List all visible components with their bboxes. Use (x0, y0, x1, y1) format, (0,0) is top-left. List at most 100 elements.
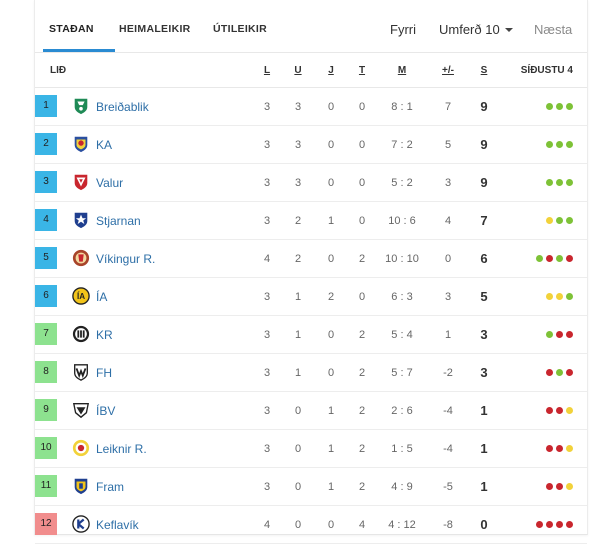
goal-diff-value: 1 (444, 329, 452, 341)
table-row: 9 ÍBV 3 0 1 2 2 : 6 -4 1 (35, 392, 587, 430)
goals-value: 6 : 3 (391, 291, 413, 303)
team-name-link[interactable]: Keflavík (96, 518, 139, 532)
tab-away-games[interactable]: ÚTILEIKIR (213, 23, 268, 35)
form-win-dot (556, 255, 563, 262)
form-draw-dot (566, 483, 573, 490)
team-name-link[interactable]: KR (96, 328, 113, 342)
played-value: 3 (263, 481, 271, 493)
drawn-value: 0 (327, 101, 335, 113)
points-value: 1 (480, 441, 488, 456)
played-value: 3 (263, 405, 271, 417)
points-value: 0 (480, 517, 488, 532)
won-value: 3 (294, 139, 302, 151)
form-loss-dot (546, 521, 553, 528)
ia-crest-icon: ÍA (72, 287, 90, 305)
played-value: 3 (263, 443, 271, 455)
form-loss-dot (566, 255, 573, 262)
team-name-link[interactable]: Stjarnan (96, 214, 141, 228)
played-value: 3 (263, 329, 271, 341)
form-loss-dot (546, 369, 553, 376)
col-form: SÍÐUSTU 4 (520, 65, 573, 76)
goals-value: 10 : 6 (388, 215, 416, 227)
goals-value: 7 : 2 (391, 139, 413, 151)
next-round-button[interactable]: Næsta (534, 22, 573, 37)
col-points[interactable]: S (480, 65, 488, 76)
standings-card: STAÐAN HEIMALEIKIR ÚTILEIKIR Fyrri Umfer… (34, 0, 588, 544)
kr-crest-icon (72, 325, 90, 343)
team-name-link[interactable]: Valur (96, 176, 124, 190)
form-win-dot (566, 103, 573, 110)
drawn-value: 1 (327, 481, 335, 493)
col-drawn[interactable]: J (328, 65, 334, 76)
lost-value: 2 (358, 367, 366, 379)
position-badge: 4 (35, 209, 57, 231)
drawn-value: 0 (327, 519, 335, 531)
team-name-link[interactable]: Víkingur R. (96, 252, 156, 266)
recent-form (546, 483, 573, 491)
lost-value: 0 (358, 291, 366, 303)
col-diff[interactable]: +/- (442, 65, 454, 76)
lost-value: 2 (358, 405, 366, 417)
team-name-link[interactable]: KA (96, 138, 113, 152)
table-row: 8 FH 3 1 0 2 5 : 7 -2 3 (35, 354, 587, 392)
vikingur-crest-icon (72, 249, 90, 267)
lost-value: 2 (358, 253, 366, 265)
round-select[interactable]: Umferð 10 (439, 0, 513, 52)
points-value: 1 (480, 403, 488, 418)
col-won[interactable]: U (294, 65, 302, 76)
team-name-link[interactable]: FH (96, 366, 112, 380)
points-value: 9 (480, 175, 488, 190)
col-lost[interactable]: T (358, 65, 366, 76)
played-value: 3 (263, 101, 271, 113)
col-goals[interactable]: M (397, 65, 407, 76)
col-team: LIÐ (50, 65, 67, 76)
goals-value: 8 : 1 (391, 101, 413, 113)
team-name-link[interactable]: ÍBV (96, 404, 116, 418)
position-badge: 6 (35, 285, 57, 307)
goal-diff-value: 7 (444, 101, 452, 113)
goal-diff-value: -2 (443, 367, 453, 379)
form-win-dot (546, 331, 553, 338)
goal-diff-value: -4 (443, 405, 453, 417)
points-value: 7 (480, 213, 488, 228)
recent-form (546, 293, 573, 301)
won-value: 1 (294, 367, 302, 379)
points-value: 3 (480, 327, 488, 342)
goals-value: 4 : 9 (391, 481, 413, 493)
played-value: 3 (263, 367, 271, 379)
goal-diff-value: 4 (444, 215, 452, 227)
fh-crest-icon (72, 363, 90, 381)
col-played[interactable]: L (263, 65, 271, 76)
team-name-link[interactable]: Breiðablik (96, 100, 149, 114)
lost-value: 0 (358, 177, 366, 189)
form-loss-dot (556, 331, 563, 338)
lost-value: 4 (358, 519, 366, 531)
recent-form (546, 141, 573, 149)
form-loss-dot (536, 521, 543, 528)
won-value: 3 (294, 101, 302, 113)
goal-diff-value: -8 (443, 519, 453, 531)
form-win-dot (556, 217, 563, 224)
form-draw-dot (546, 217, 553, 224)
won-value: 1 (294, 329, 302, 341)
won-value: 1 (294, 291, 302, 303)
team-name-link[interactable]: Leiknir R. (96, 442, 147, 456)
drawn-value: 1 (327, 405, 335, 417)
ka-crest-icon (72, 135, 90, 153)
table-row: 3 Valur 3 3 0 0 5 : 2 3 9 (35, 164, 587, 202)
recent-form (546, 445, 573, 453)
table-row: 7 KR 3 1 0 2 5 : 4 1 3 (35, 316, 587, 354)
team-name-link[interactable]: ÍA (96, 290, 108, 304)
won-value: 2 (294, 253, 302, 265)
goals-value: 5 : 4 (391, 329, 413, 341)
ibv-crest-icon (72, 401, 90, 419)
team-name-link[interactable]: Fram (96, 480, 124, 494)
points-value: 6 (480, 251, 488, 266)
keflavik-crest-icon (72, 515, 90, 533)
position-badge: 5 (35, 247, 57, 269)
points-value: 5 (480, 289, 488, 304)
tab-home-games[interactable]: HEIMALEIKIR (119, 23, 191, 35)
prev-round-button[interactable]: Fyrri (390, 22, 416, 37)
tab-standings[interactable]: STAÐAN (43, 0, 115, 52)
won-value: 0 (294, 443, 302, 455)
